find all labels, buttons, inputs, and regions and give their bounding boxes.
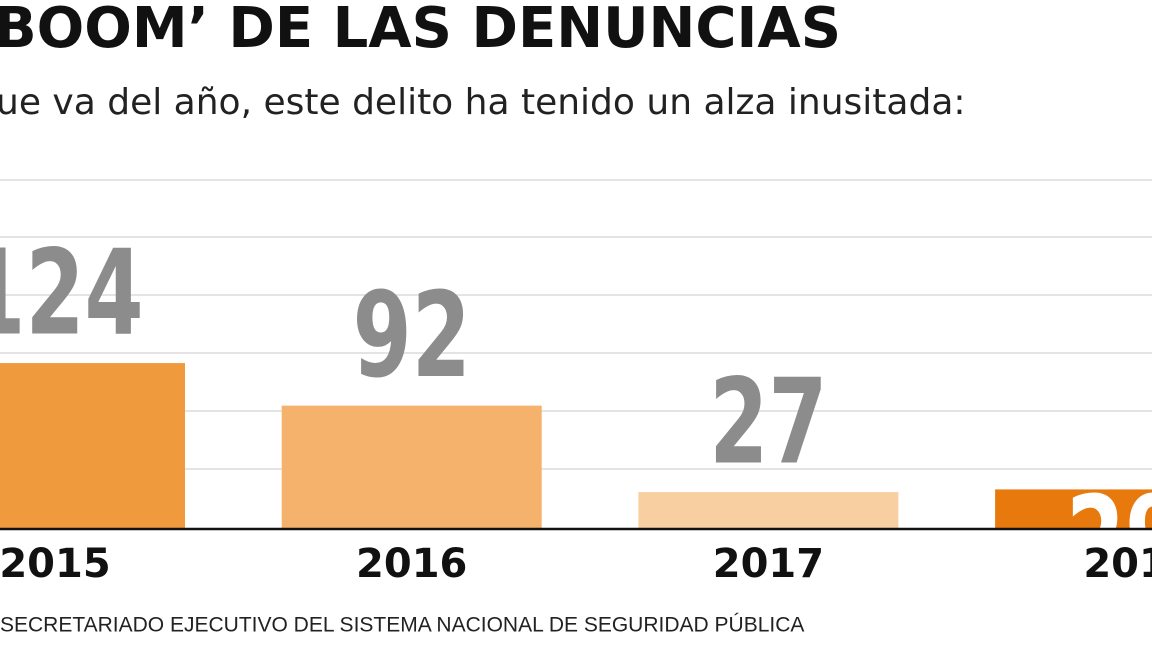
chart-subtitle: ue va del año, este delito ha tenido un … — [0, 82, 966, 123]
x-tick-label: 201 — [1083, 541, 1152, 587]
bar — [638, 492, 899, 528]
x-tick-label: 2015 — [0, 541, 111, 587]
x-tick-label: 2017 — [713, 541, 824, 587]
value-label: 27 — [709, 355, 827, 492]
grid — [0, 179, 1152, 470]
value-label: 29 — [1066, 472, 1152, 609]
bar — [0, 363, 185, 528]
value-label: 92 — [353, 268, 471, 405]
x-tick-label: 2016 — [356, 541, 467, 587]
bar — [995, 489, 1152, 528]
chart-title: BOOM’ DE LAS DENUNCIAS — [0, 0, 841, 61]
bars: 124 92 27 29 — [0, 226, 1152, 609]
bar — [281, 405, 542, 528]
value-label: 124 — [0, 226, 144, 363]
source: SECRETARIADO EJECUTIVO DEL SISTEMA NACIO… — [0, 614, 804, 637]
